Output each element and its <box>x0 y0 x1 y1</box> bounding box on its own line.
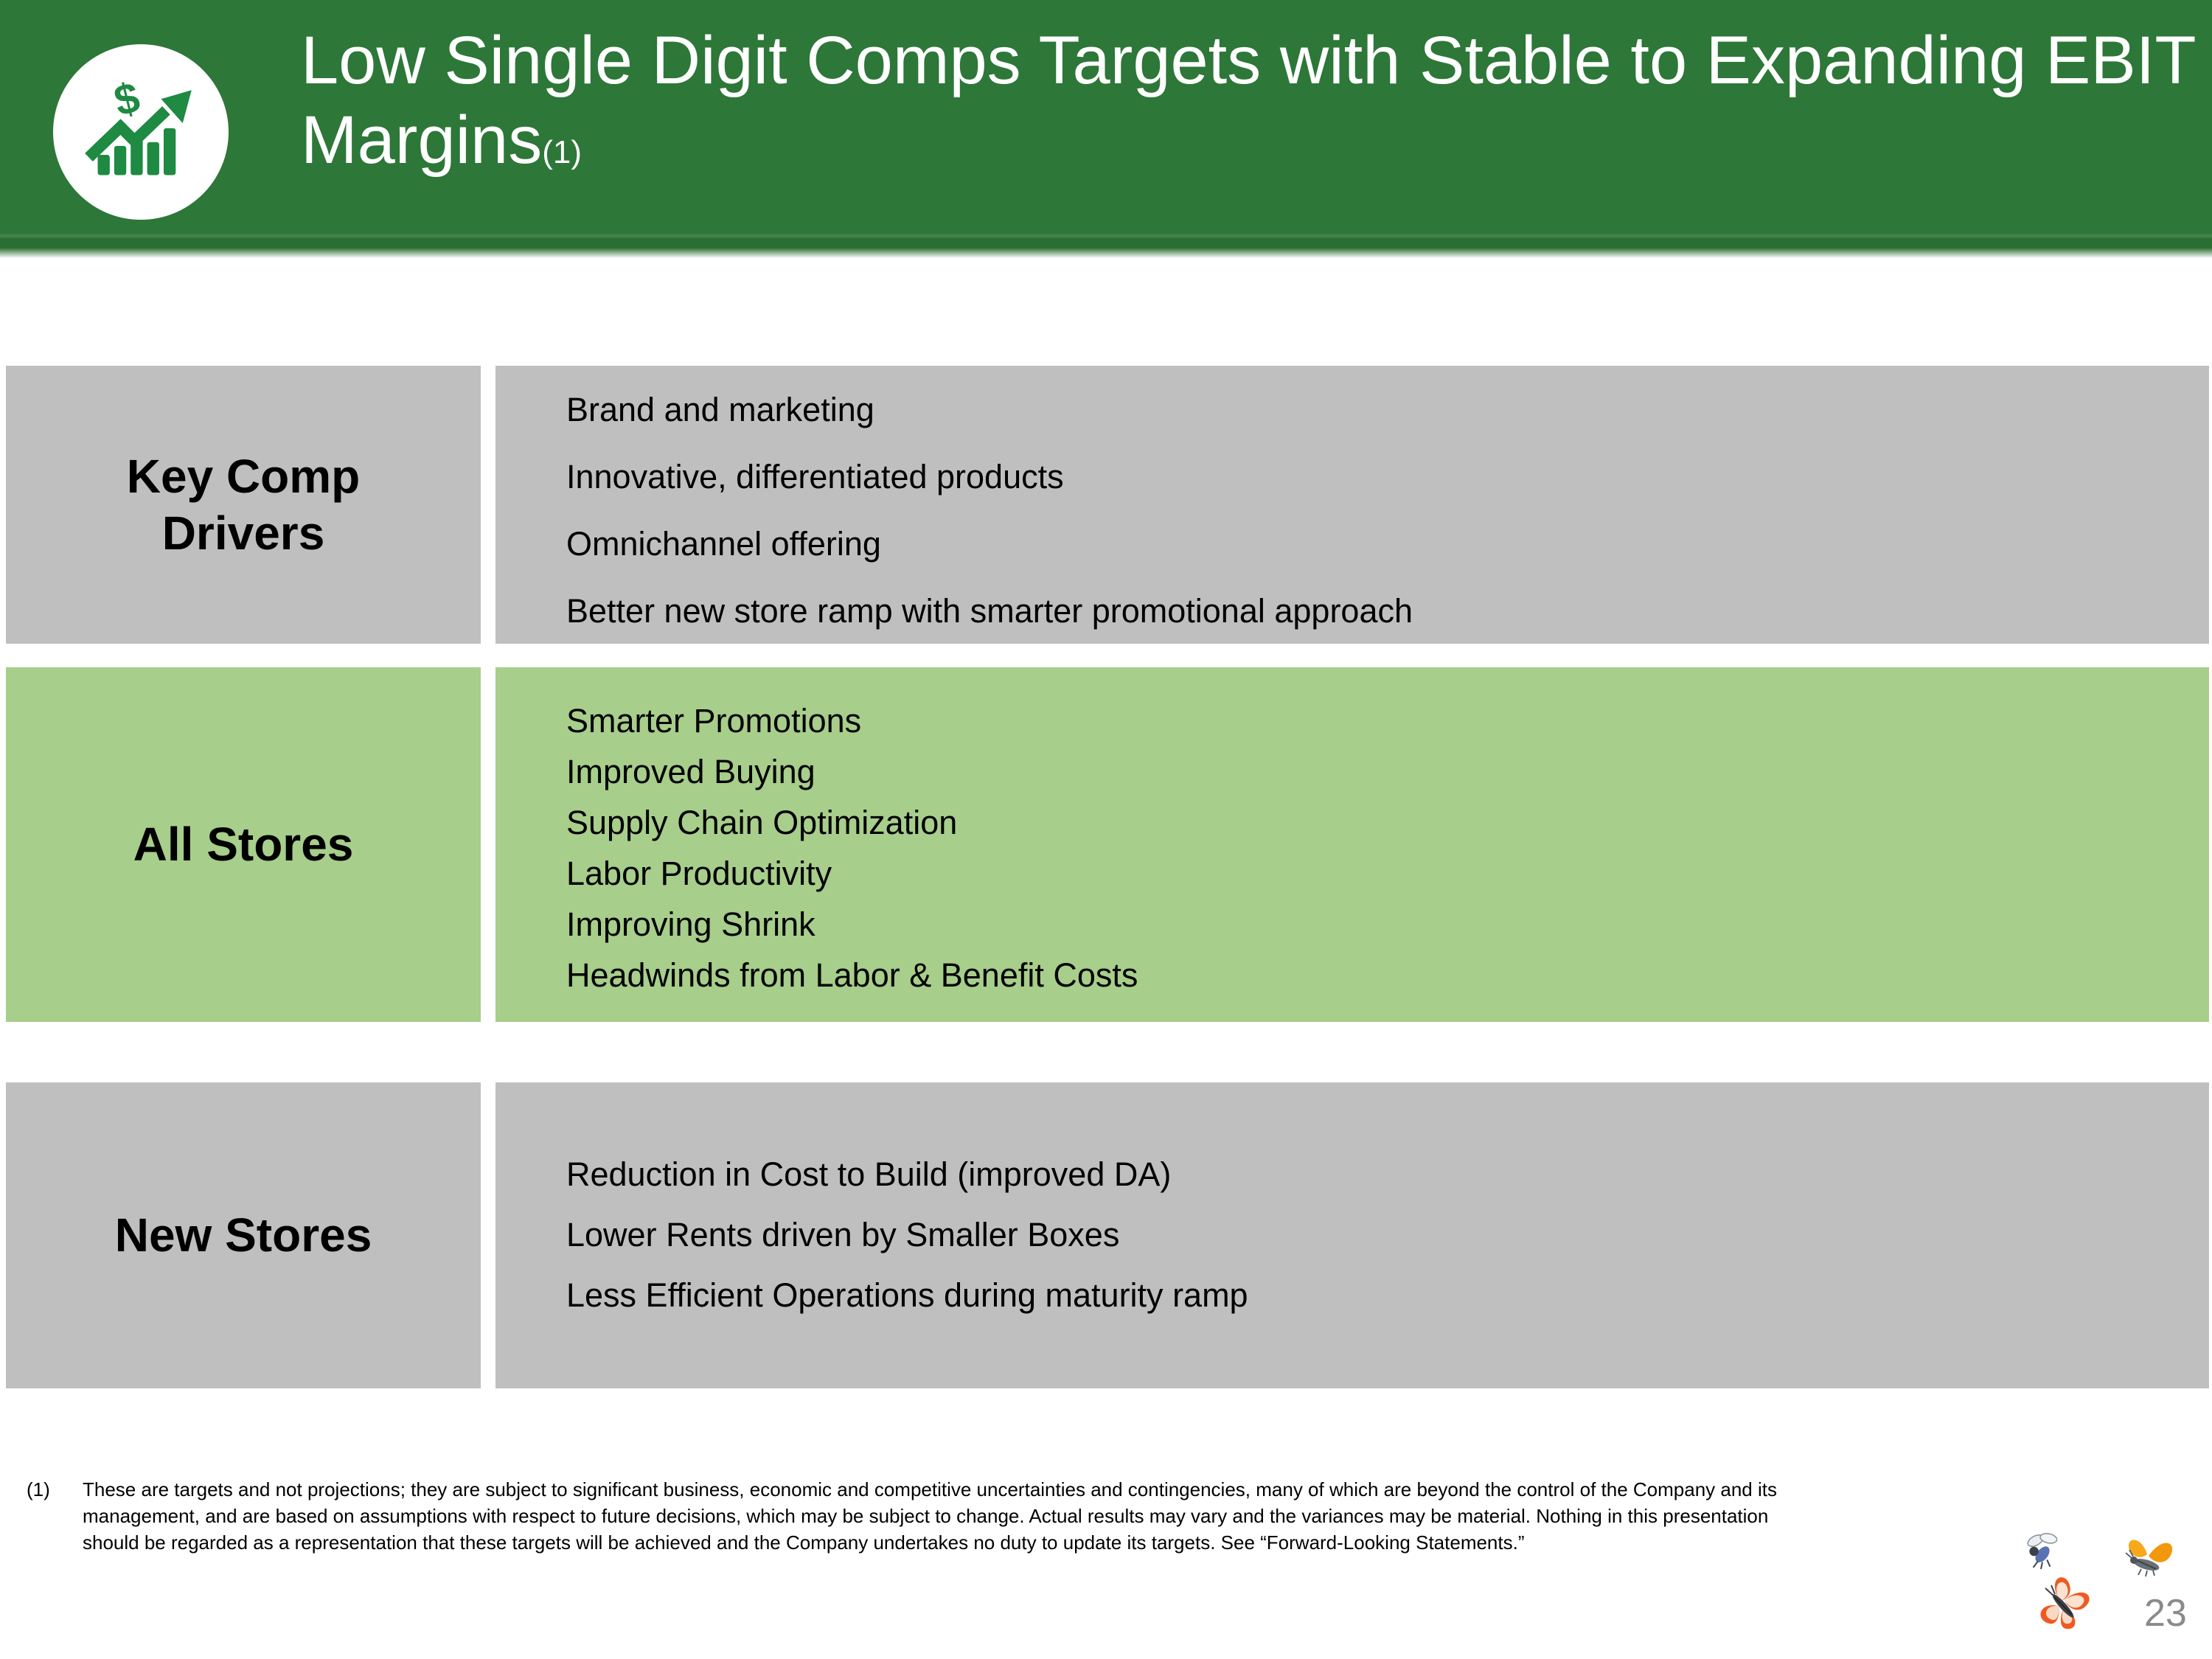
footnote-line: management, and are based on assumptions… <box>83 1505 1769 1527</box>
footnote-line: should be regarded as a representation t… <box>83 1531 1525 1554</box>
row-label: All Stores <box>133 818 354 872</box>
row-content-box-new-stores: Reduction in Cost to Build (improved DA)… <box>495 1082 2209 1388</box>
list-item: Labor Productivity <box>566 854 832 892</box>
list-item: Lower Rents driven by Smaller Boxes <box>566 1216 1120 1253</box>
orange-butterfly-icon <box>2040 1577 2090 1630</box>
page-number: 23 <box>2144 1592 2187 1635</box>
slide-title: Low Single Digit Comps Targets with Stab… <box>301 21 2212 192</box>
list-item: Improved Buying <box>566 752 815 790</box>
fly-icon <box>2027 1533 2058 1570</box>
yellow-butterfly-icon <box>2125 1540 2173 1577</box>
list-item: Less Efficient Operations during maturit… <box>566 1276 1248 1314</box>
list-item: Improving Shrink <box>566 905 815 943</box>
row-label: Key Comp Drivers <box>126 449 361 560</box>
row-label-box-all-stores: All Stores <box>6 667 481 1022</box>
slide-title-text: Low Single Digit Comps Targets with Stab… <box>301 23 2195 178</box>
footnote-marker: (1) <box>27 1478 50 1500</box>
row-label: New Stores <box>114 1208 372 1262</box>
dollar-growth-chart-icon: $ <box>85 73 192 175</box>
list-item: Innovative, differentiated products <box>566 457 1064 495</box>
footnote-line: These are targets and not projections; t… <box>83 1478 1777 1500</box>
list-item: Supply Chain Optimization <box>566 803 958 841</box>
list-item: Brand and marketing <box>566 390 874 428</box>
svg-text:$: $ <box>110 73 145 125</box>
list-item: Reduction in Cost to Build (improved DA) <box>566 1155 1172 1193</box>
header-banner: $ Low Single Digit Comps Targets with St… <box>0 0 2212 258</box>
footnote-text: These are targets and not projections; t… <box>83 1476 2128 1556</box>
title-footnote-marker: (1) <box>542 134 582 170</box>
footnote: (1) These are targets and not projection… <box>27 1476 2128 1556</box>
row-label-box-key-comp-drivers: Key Comp Drivers <box>6 366 481 644</box>
list-item: Omnichannel offering <box>566 524 881 563</box>
row-content-box-key-comp-drivers: Brand and marketing Innovative, differen… <box>495 366 2209 644</box>
list-item: Better new store ramp with smarter promo… <box>566 591 1413 630</box>
row-label-box-new-stores: New Stores <box>6 1082 481 1388</box>
list-item: Smarter Promotions <box>566 701 862 740</box>
header-icon-circle: $ <box>53 44 229 220</box>
row-content-box-all-stores: Smarter Promotions Improved Buying Suppl… <box>495 667 2209 1022</box>
list-item: Headwinds from Labor & Benefit Costs <box>566 956 1138 994</box>
